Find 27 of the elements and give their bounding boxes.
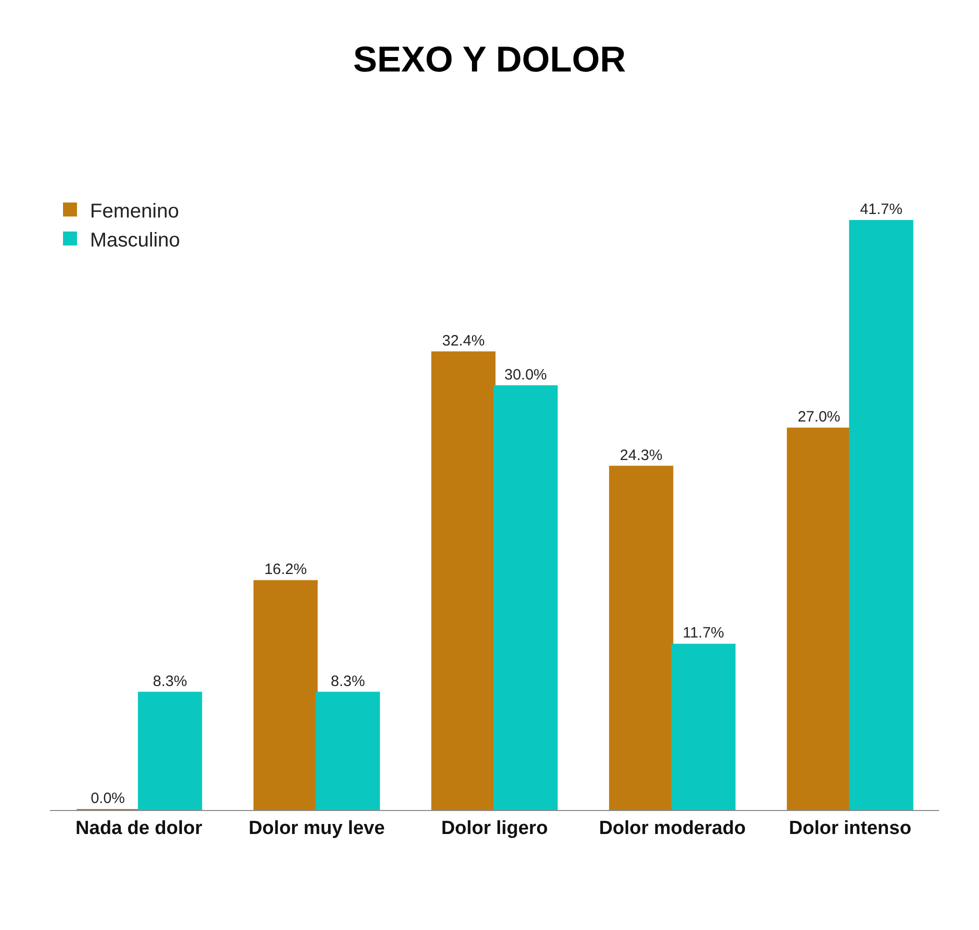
- bar: [494, 385, 558, 810]
- data-label: 41.7%: [860, 201, 902, 218]
- chart-title: SEXO Y DOLOR: [353, 38, 626, 80]
- data-label: 8.3%: [152, 672, 188, 690]
- data-label: 11.7%: [682, 624, 724, 642]
- legend-label: Femenino: [90, 200, 179, 222]
- x-tick-label: Dolor moderado: [598, 818, 746, 839]
- bar: [138, 692, 202, 810]
- bar: [671, 644, 736, 810]
- data-label: 24.3%: [620, 446, 662, 464]
- bar: [849, 220, 914, 810]
- bar: [253, 580, 318, 810]
- data-label: 32.4%: [442, 332, 485, 350]
- data-label: 30.0%: [504, 366, 547, 384]
- x-tick-label: Dolor muy leve: [248, 818, 385, 839]
- legend-label: Masculino: [90, 229, 180, 252]
- bar: [609, 466, 674, 810]
- data-label: 16.2%: [264, 561, 307, 578]
- data-label: 8.3%: [330, 672, 365, 690]
- x-tick-label: Nada de dolor: [76, 818, 203, 839]
- bar: [316, 692, 380, 810]
- data-label: 0.0%: [90, 790, 125, 807]
- x-tick-label: Dolor intenso: [788, 818, 912, 839]
- x-tick-label: Dolor ligero: [441, 818, 548, 839]
- bar: [431, 351, 496, 810]
- data-label: 27.0%: [798, 408, 840, 426]
- bar: [786, 428, 852, 810]
